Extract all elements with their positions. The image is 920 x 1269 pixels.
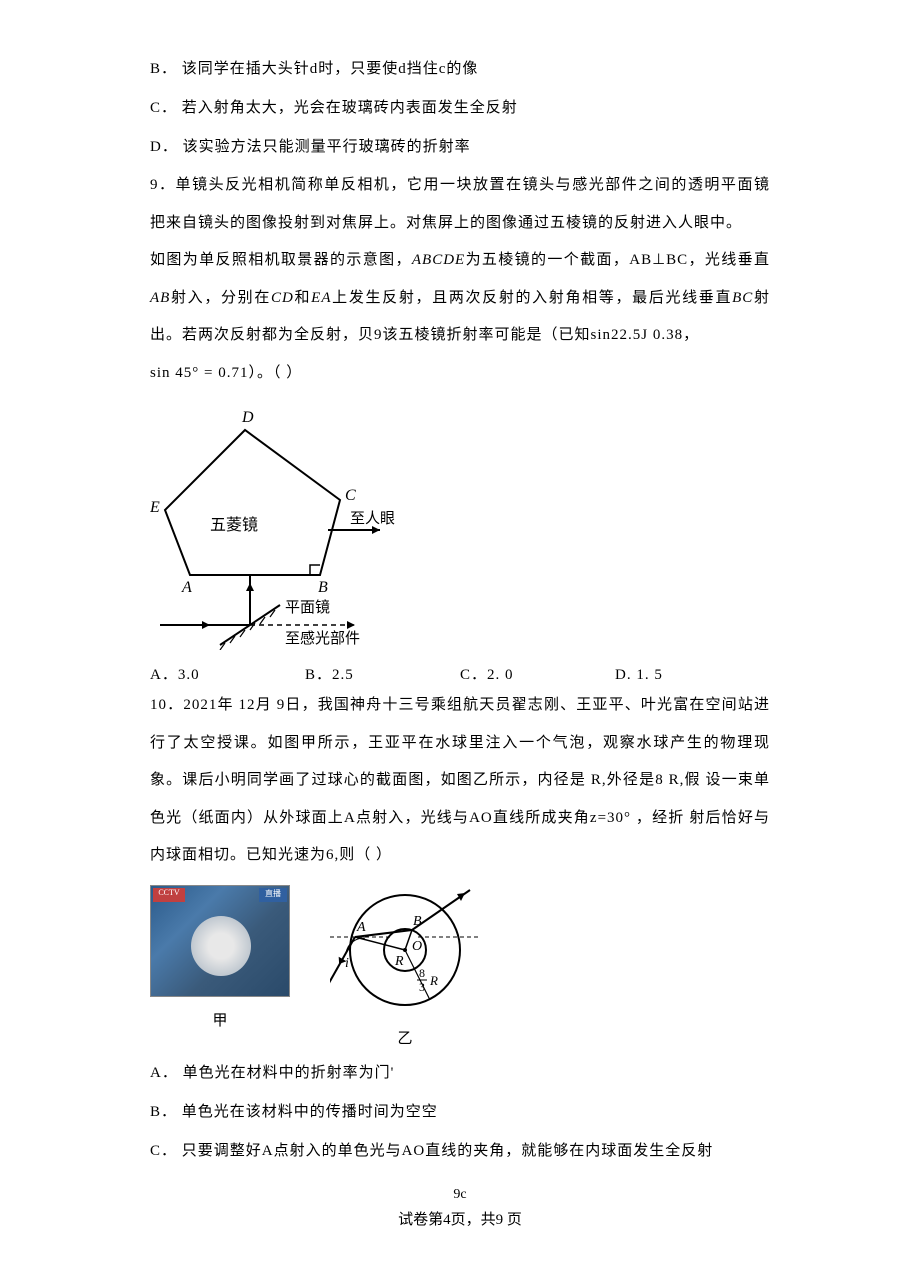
q10-option-a: A． 单色光在材料中的折射率为门' xyxy=(150,1054,770,1093)
label-a: A xyxy=(181,579,192,596)
ea: EA xyxy=(311,290,331,306)
mirror-hatches xyxy=(220,610,275,650)
q9-sin-line: sin 45° = 0.71）。（ ） xyxy=(150,355,770,393)
label-e: E xyxy=(150,499,160,516)
q9-answers: A．3.0 B．2.5 C．2. 0 D. 1. 5 xyxy=(150,663,770,687)
sin45: sin 45° = 0.71 xyxy=(150,365,248,381)
fig-jia: CCTV 直播 甲 xyxy=(150,885,290,1030)
text: 为五棱镜的一个截面，AB⊥BC，光线垂直 xyxy=(465,252,770,268)
q10-option-b: B． 单色光在该材料中的传播时间为空空 xyxy=(150,1093,770,1132)
ab: AB xyxy=(150,290,170,306)
label-b: B xyxy=(413,914,422,929)
pentaprism-svg: D E C A B 五菱镜 至人眼 平面镜 至感光部件 xyxy=(150,400,420,650)
abcde: ABCDE xyxy=(412,252,465,268)
label-d: D xyxy=(241,409,254,426)
badge-live: 直播 xyxy=(259,888,287,902)
q8-option-d: D． 该实验方法只能测量平行玻璃砖的折射率 xyxy=(150,128,770,167)
text: 如图为单反照相机取景器的示意图， xyxy=(150,252,412,268)
q9-intro-2: 如图为单反照相机取景器的示意图，ABCDE为五棱镜的一个截面，AB⊥BC，光线垂… xyxy=(150,242,770,355)
text: 和 xyxy=(294,290,311,306)
bc: BC xyxy=(732,290,753,306)
label-prism: 五菱镜 xyxy=(210,515,258,534)
q9-option-d: D. 1. 5 xyxy=(615,663,770,687)
cd: CD xyxy=(271,290,294,306)
sphere-svg: A B O R i 8 3 R xyxy=(330,885,480,1015)
text: 上发生反射，且两次反射的入射角相等，最后光线垂直 xyxy=(332,290,733,306)
frac-top: 8 xyxy=(419,966,425,980)
close: ）。（ ） xyxy=(248,365,302,381)
q10-option-c: C． 只要调整好A点射入的单色光与AO直线的夹角，就能够在内球面发生全反射 xyxy=(150,1132,770,1171)
q10-intro: 10．2021年 12月 9日，我国神舟十三号乘组航天员翟志刚、王亚平、叶光富在… xyxy=(150,687,770,875)
photo-placeholder: CCTV 直播 xyxy=(150,885,290,997)
q9-option-c: C．2. 0 xyxy=(460,663,615,687)
label-o: O xyxy=(412,939,422,954)
fig-yi: A B O R i 8 3 R 乙 xyxy=(330,885,480,1048)
label-a: A xyxy=(356,920,366,935)
label-c: C xyxy=(345,487,356,504)
up-ray-arrow xyxy=(246,583,254,591)
dash-sensor-arrow xyxy=(347,621,355,629)
label-b: B xyxy=(318,579,328,596)
q9-option-b: B．2.5 xyxy=(305,663,460,687)
caption-yi: 乙 xyxy=(397,1027,412,1048)
arrow-eye-head xyxy=(372,526,380,534)
text: 射入，分别在 xyxy=(170,290,271,306)
page-footer: 试卷第4页，共9 页 xyxy=(0,1208,920,1229)
angle-arc xyxy=(346,937,365,952)
label-r: R xyxy=(394,954,404,969)
q9-diagram: D E C A B 五菱镜 至人眼 平面镜 至感光部件 xyxy=(150,400,770,655)
q8-option-b: B． 该同学在插大头针d时，只要使d挡住c的像 xyxy=(150,50,770,89)
q9-intro-1: 9．单镜头反光相机简称单反相机，它用一块放置在镜头与感光部件之间的透明平面镜 把… xyxy=(150,167,770,242)
q8-option-c: C． 若入射角太大，光会在玻璃砖内表面发生全反射 xyxy=(150,89,770,128)
frac-bot: 3 xyxy=(419,980,425,994)
radius-ob xyxy=(405,930,412,950)
badge-cctv: CCTV xyxy=(153,888,185,902)
label-sensor: 至感光部件 xyxy=(285,630,360,647)
outer-radius-line xyxy=(405,950,430,1000)
frac-r: R xyxy=(429,973,438,988)
sub-footer: 9c xyxy=(0,1187,920,1203)
caption-jia: 甲 xyxy=(212,1009,227,1030)
pentagon xyxy=(165,430,340,575)
right-angle-icon xyxy=(310,565,320,575)
q10-figures: CCTV 直播 甲 A xyxy=(150,885,770,1048)
line-ao xyxy=(355,937,405,950)
label-eye: 至人眼 xyxy=(350,510,395,527)
label-i: i xyxy=(345,956,349,971)
in-ray-arrow xyxy=(202,621,210,629)
label-mirror: 平面镜 xyxy=(285,598,330,616)
q9-option-a: A．3.0 xyxy=(150,663,305,687)
